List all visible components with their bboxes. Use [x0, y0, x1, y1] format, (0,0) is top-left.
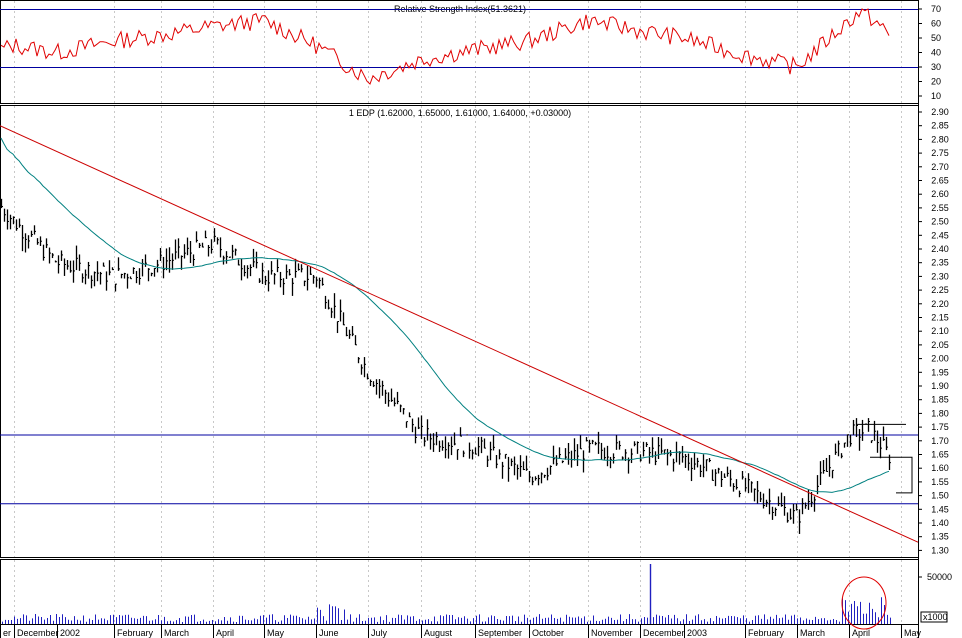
price-tick-label: 2.00 — [931, 354, 949, 364]
price-tick-label: 2.15 — [931, 313, 949, 323]
x-tick-label: May — [904, 628, 922, 638]
price-tick-label: 1.65 — [931, 450, 949, 460]
volume-unit-label: x1000 — [923, 612, 948, 622]
x-tick-label: October — [532, 628, 564, 638]
rsi-tick-label: 30 — [931, 62, 941, 72]
rsi-tick-label: 60 — [931, 19, 941, 29]
price-tick-label: 2.90 — [931, 107, 949, 117]
rsi-tick-label: 50 — [931, 33, 941, 43]
x-tick-label: November — [591, 628, 633, 638]
rsi-tick-label: 20 — [931, 77, 941, 87]
rsi-tick-label: 40 — [931, 48, 941, 58]
price-tick-label: 1.70 — [931, 436, 949, 446]
price-tick-label: 1.30 — [931, 545, 949, 555]
rsi-tick-label: 70 — [931, 4, 941, 14]
x-tick-label: June — [319, 628, 339, 638]
price-tick-label: 1.90 — [931, 381, 949, 391]
x-tick-label: April — [216, 628, 234, 638]
price-tick-label: 2.05 — [931, 340, 949, 350]
price-tick-label: 1.55 — [931, 477, 949, 487]
price-tick-label: 1.40 — [931, 518, 949, 528]
price-tick-label: 2.35 — [931, 258, 949, 268]
volume-unit-box — [920, 611, 948, 623]
price-tick-label: 2.20 — [931, 299, 949, 309]
volume-panel-frame — [0, 559, 919, 625]
x-tick-label: September — [478, 628, 522, 638]
x-tick-label: July — [371, 628, 388, 638]
price-tick-label: 2.40 — [931, 244, 949, 254]
rsi-tick-label: 10 — [931, 91, 941, 101]
x-tick-label: March — [800, 628, 825, 638]
x-tick-label: 2002 — [60, 628, 80, 638]
price-tick-label: 2.60 — [931, 189, 949, 199]
volume-tick-label: 50000 — [927, 572, 952, 582]
price-tick-label: 1.35 — [931, 532, 949, 542]
price-panel-frame — [0, 105, 919, 558]
price-tick-label: 2.85 — [931, 121, 949, 131]
x-tick-label: er — [3, 628, 11, 638]
downtrend-line — [0, 125, 919, 543]
x-tick-label: May — [267, 628, 285, 638]
x-tick-label: December — [17, 628, 59, 638]
bracket-line — [870, 456, 913, 494]
x-tick-label: March — [164, 628, 189, 638]
price-tick-label: 1.75 — [931, 422, 949, 432]
rsi-line — [0, 8, 890, 85]
price-tick-label: 1.95 — [931, 367, 949, 377]
price-tick-label: 1.45 — [931, 504, 949, 514]
volume-highlight-circle — [841, 576, 887, 630]
price-tick-label: 2.70 — [931, 162, 949, 172]
x-tick-label: 2003 — [687, 628, 707, 638]
price-tick-label: 2.65 — [931, 176, 949, 186]
price-tick-label: 2.25 — [931, 285, 949, 295]
x-tick-label: February — [748, 628, 785, 638]
price-tick-label: 2.45 — [931, 230, 949, 240]
price-tick-label: 2.10 — [931, 326, 949, 336]
x-tick-label: April — [852, 628, 870, 638]
price-tick-label: 1.85 — [931, 395, 949, 405]
price-tick-label: 1.50 — [931, 491, 949, 501]
price-tick-label: 1.60 — [931, 463, 949, 473]
price-tick-label: 2.30 — [931, 271, 949, 281]
price-tick-label: 2.50 — [931, 217, 949, 227]
price-tick-label: 2.55 — [931, 203, 949, 213]
price-tick-label: 1.80 — [931, 408, 949, 418]
price-tick-label: 2.80 — [931, 134, 949, 144]
x-tick-label: August — [424, 628, 453, 638]
x-tick-label: February — [117, 628, 154, 638]
price-tick-label: 2.75 — [931, 148, 949, 158]
price-title: 1 EDP (1.62000, 1.65000, 1.61000, 1.6400… — [349, 108, 571, 118]
x-tick-label: December — [643, 628, 685, 638]
